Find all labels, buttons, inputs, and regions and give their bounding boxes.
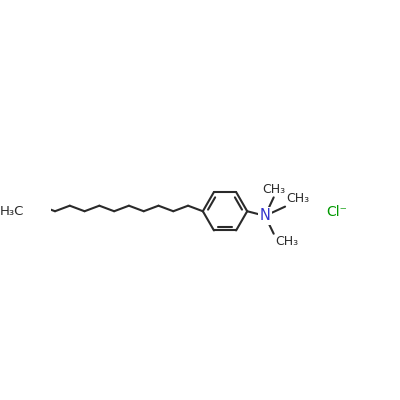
Text: N: N <box>260 208 270 223</box>
Text: Cl⁻: Cl⁻ <box>327 205 348 219</box>
Text: CH₃: CH₃ <box>262 183 285 196</box>
Text: CH₃: CH₃ <box>286 192 310 205</box>
Text: CH₃: CH₃ <box>275 235 298 248</box>
Text: H₃C: H₃C <box>0 205 24 218</box>
